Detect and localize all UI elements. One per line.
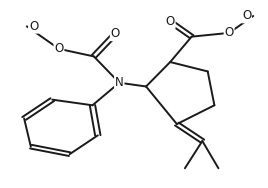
Text: O: O [166, 15, 175, 28]
Text: N: N [115, 76, 124, 89]
Text: O: O [29, 20, 38, 33]
Text: O: O [54, 42, 64, 55]
Text: O: O [225, 26, 234, 39]
Text: O: O [242, 9, 251, 23]
Text: O: O [111, 27, 120, 40]
